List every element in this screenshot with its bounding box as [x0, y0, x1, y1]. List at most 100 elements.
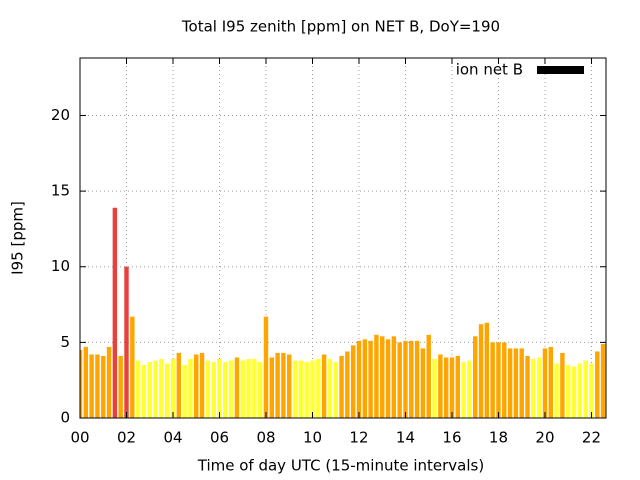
bar — [554, 363, 559, 418]
bar — [397, 342, 402, 418]
bar — [89, 354, 94, 418]
x-tick-label: 18 — [489, 429, 508, 447]
bar — [385, 339, 391, 418]
bar — [141, 365, 147, 418]
y-tick-label: 15 — [51, 182, 70, 200]
bar — [461, 362, 466, 418]
x-tick-label: 14 — [396, 429, 415, 447]
bar — [362, 339, 368, 418]
bar — [339, 355, 344, 418]
bar — [391, 336, 397, 418]
bar — [589, 363, 594, 418]
bar — [473, 336, 478, 418]
bar — [484, 322, 490, 418]
bar — [182, 365, 187, 418]
bar — [252, 359, 257, 418]
bar — [350, 345, 356, 418]
bar — [106, 346, 112, 418]
bar — [513, 348, 519, 418]
bar — [380, 336, 385, 418]
bar — [153, 360, 158, 418]
axes: 0 5 10 15 20 00 02 04 06 08 10 12 14 16 18 20 22 ion net … — [51, 57, 607, 447]
bar — [263, 316, 269, 418]
y-tick-label: 10 — [51, 257, 70, 275]
bar — [135, 360, 141, 418]
bar — [443, 357, 449, 418]
bar — [205, 360, 211, 418]
bar — [525, 355, 530, 418]
bars — [80, 207, 606, 418]
bar — [176, 352, 182, 418]
bar — [414, 340, 420, 418]
bar — [327, 359, 333, 418]
bar — [345, 351, 350, 418]
x-tick-label: 00 — [70, 429, 89, 447]
bar — [560, 352, 565, 418]
bar — [595, 351, 600, 418]
bar — [566, 365, 571, 418]
chart-title: Total I95 zenith [ppm] on NET B, DoY=190 — [181, 18, 500, 36]
bar — [449, 357, 455, 418]
bar — [426, 334, 431, 418]
bar — [542, 348, 548, 418]
bar — [548, 346, 553, 418]
x-axis-label: Time of day UTC (15-minute intervals) — [197, 457, 484, 475]
bar — [257, 362, 263, 418]
x-tick-label: 10 — [303, 429, 322, 447]
bar — [432, 359, 437, 418]
bar — [170, 359, 176, 418]
x-tick-label: 04 — [163, 429, 182, 447]
x-tick-label: 16 — [442, 429, 461, 447]
bar — [199, 352, 205, 418]
bar — [304, 362, 309, 418]
bar — [490, 342, 495, 418]
bar — [275, 352, 280, 418]
bar — [101, 355, 106, 418]
bar — [240, 360, 245, 418]
bar — [438, 354, 443, 418]
bar — [298, 360, 304, 418]
x-tick-label: 08 — [256, 429, 275, 447]
bar — [159, 359, 164, 418]
bar — [281, 352, 286, 418]
bar — [147, 362, 152, 418]
x-tick-label: 06 — [210, 429, 229, 447]
bar — [321, 354, 327, 418]
bar — [310, 360, 315, 418]
bar — [234, 357, 240, 418]
bar — [507, 348, 513, 418]
x-tick-label: 20 — [535, 429, 554, 447]
legend-label: ion net B — [456, 61, 523, 79]
y-tick-label: 20 — [51, 106, 70, 124]
x-tick-label: 02 — [117, 429, 136, 447]
bar — [246, 359, 251, 418]
bar — [519, 348, 524, 418]
bar — [316, 359, 321, 418]
bar — [292, 360, 298, 418]
y-axis-label: I95 [ppm] — [9, 201, 27, 275]
bar — [223, 362, 228, 418]
bar — [228, 360, 234, 418]
bar — [455, 355, 460, 418]
bar — [496, 342, 501, 418]
bar — [374, 334, 379, 418]
bar — [356, 340, 362, 418]
bar — [478, 324, 484, 418]
bar — [571, 366, 577, 418]
bar — [80, 349, 83, 418]
bar — [467, 360, 472, 418]
bar — [536, 357, 542, 418]
bar — [95, 354, 100, 418]
y-tick-label: 0 — [60, 409, 70, 427]
x-tick-label: 12 — [349, 429, 368, 447]
bar — [420, 348, 426, 418]
y-tick-label: 5 — [60, 333, 70, 351]
x-tick-label: 22 — [582, 429, 601, 447]
bar — [531, 359, 536, 418]
bar — [403, 340, 408, 418]
plot-border — [79, 57, 607, 419]
bar — [409, 340, 414, 418]
bar — [164, 363, 170, 418]
bar — [333, 362, 338, 418]
bar — [600, 343, 606, 418]
